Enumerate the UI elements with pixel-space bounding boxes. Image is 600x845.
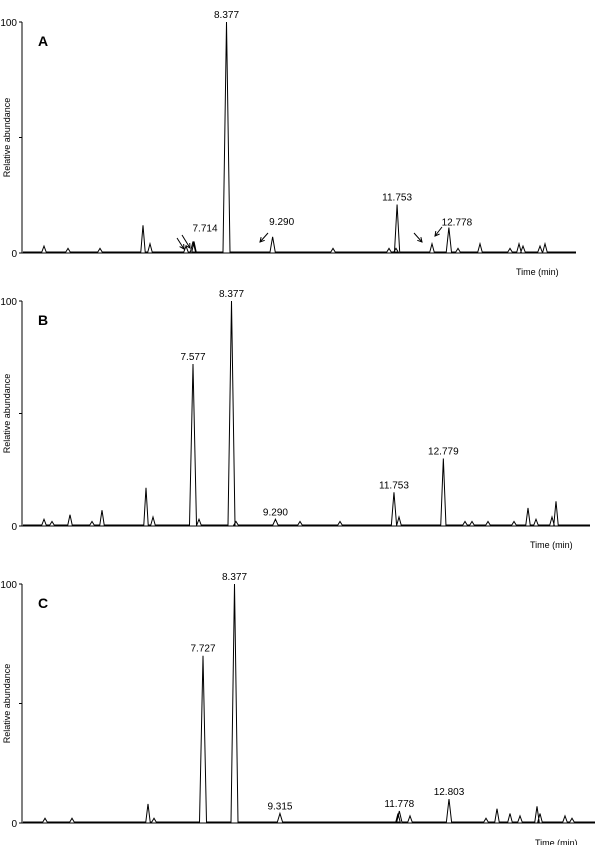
peak-label: 9.315 [267,801,292,812]
peak-label: 7.727 [190,644,215,655]
peak-label: 8.377 [219,289,244,300]
chart-panel-b: 0 100 8.377 7.577 12.779 11.753 9.290 B Time (mi… [0,289,590,550]
annotation-arrowhead [185,242,191,249]
peak-label: 12.779 [428,447,459,458]
chart-panel-a: 0 100 8.377 11.753 12.778 9.290 7.714 A Time (mi… [0,10,576,277]
y-tick-label: 100 [0,580,17,591]
peak-label: 11.778 [384,799,414,810]
panel-label: B [38,312,48,328]
peak-label: 12.778 [442,218,473,229]
annotation-arrowhead [259,237,265,243]
annotation-arrowhead [434,230,440,237]
annotation-arrow [181,234,191,249]
annotation-arrow [413,232,423,243]
peak-label: 8.377 [222,572,247,583]
peak-label: 7.714 [192,223,217,234]
annotation-arrow [434,226,443,237]
y-tick-label: 0 [11,522,17,533]
annotation-arrowhead [179,243,185,250]
y-axis-title: Relative abundance [2,664,12,744]
y-tick-label: 100 [0,18,17,29]
peak-label: 11.753 [382,192,412,203]
annotation-arrowhead [417,237,423,243]
peak-label: 9.290 [263,507,288,518]
y-tick-label: 100 [0,297,17,308]
annotation-arrow [176,237,185,250]
y-tick-label: 0 [11,249,17,260]
x-axis-title: Time (min) [535,838,578,845]
peak-label: 7.577 [180,352,205,363]
chromatogram-trace [23,583,595,823]
x-axis-title: Time (min) [530,540,573,550]
annotation-arrow [259,232,269,243]
chromatogram-trace [23,21,576,253]
peak-label: 8.377 [214,10,239,21]
peak-label: 11.753 [379,480,409,491]
chart-panel-c: 0 100 8.377 7.727 12.803 11.778 9.315 C Time (mi… [0,572,595,845]
y-tick-label: 0 [11,819,17,830]
y-axis-title: Relative abundance [2,98,12,178]
peak-label: 12.803 [434,787,465,798]
panel-label: C [38,595,48,611]
x-axis-title: Time (min) [516,267,559,277]
panel-label: A [38,33,48,49]
peak-label: 9.290 [269,217,294,228]
y-axis-title: Relative abundance [2,374,12,454]
chromatogram-trace [23,300,590,526]
